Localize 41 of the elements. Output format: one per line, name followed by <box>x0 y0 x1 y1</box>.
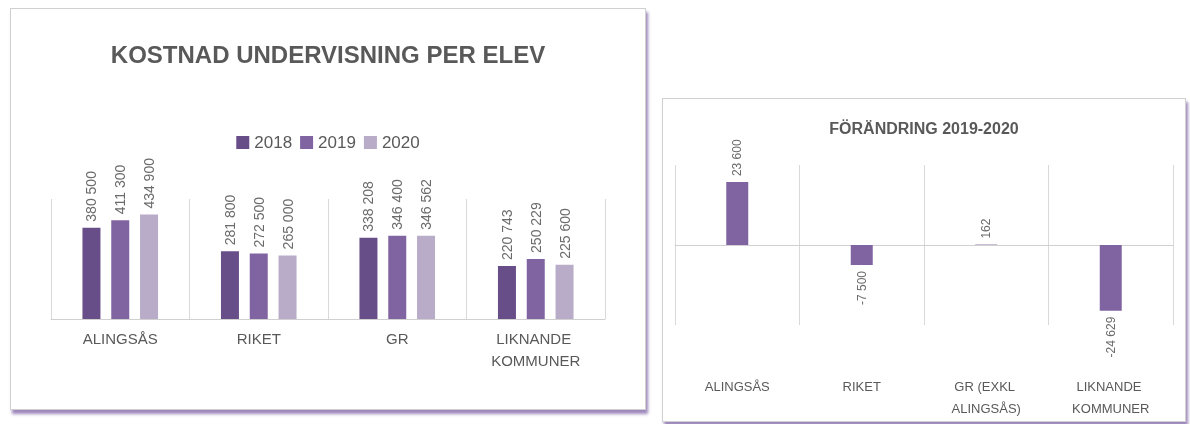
bar <box>82 227 101 319</box>
x-tick-label: ALINGSÅS <box>704 378 771 394</box>
bar <box>140 214 159 319</box>
bar <box>497 266 516 319</box>
x-tick-label: GR (EXKL ALINGSÅS) <box>951 378 1021 416</box>
chart-title: FÖRÄNDRING 2019-2020 <box>829 118 1019 137</box>
x-tick-label: RIKET <box>842 378 881 394</box>
x-tick-label: RIKET <box>236 329 281 347</box>
data-label: 265 000 <box>279 198 296 250</box>
bar <box>388 235 407 319</box>
x-tick-label: LIKNANDE KOMMUNER <box>491 329 581 369</box>
data-label: 380 500 <box>83 170 100 222</box>
data-label: -7 500 <box>854 270 869 306</box>
data-label: 272 500 <box>250 196 267 248</box>
x-tick-label: GR <box>386 329 409 347</box>
data-label: 23 600 <box>730 139 745 177</box>
bar <box>555 264 574 319</box>
legend-label: 2018 <box>254 133 293 152</box>
legend-label: 2019 <box>318 133 356 152</box>
data-label: 225 600 <box>556 208 573 259</box>
bar <box>220 251 239 319</box>
bar <box>278 255 297 319</box>
data-label: 346 400 <box>389 179 406 230</box>
x-tick-label: ALINGSÅS <box>82 329 158 347</box>
data-label: 162 <box>979 218 994 239</box>
data-label: 250 229 <box>527 202 544 253</box>
data-label: 346 562 <box>418 179 435 230</box>
bar <box>526 258 545 319</box>
data-label: 411 300 <box>112 164 129 215</box>
data-label: 220 743 <box>498 209 515 261</box>
data-label: 434 900 <box>141 157 158 209</box>
bar <box>249 253 268 319</box>
bar <box>359 237 378 319</box>
x-tick-label: LIKNANDE KOMMUNER <box>1072 378 1150 416</box>
data-label: 281 800 <box>221 194 238 246</box>
bar <box>417 235 436 319</box>
data-label: -24 629 <box>1103 316 1118 358</box>
bar <box>111 220 130 319</box>
data-label: 338 208 <box>360 181 377 232</box>
legend-label: 2020 <box>381 133 420 152</box>
chart-title: KOSTNAD UNDERVISNING PER ELEV <box>110 40 546 68</box>
